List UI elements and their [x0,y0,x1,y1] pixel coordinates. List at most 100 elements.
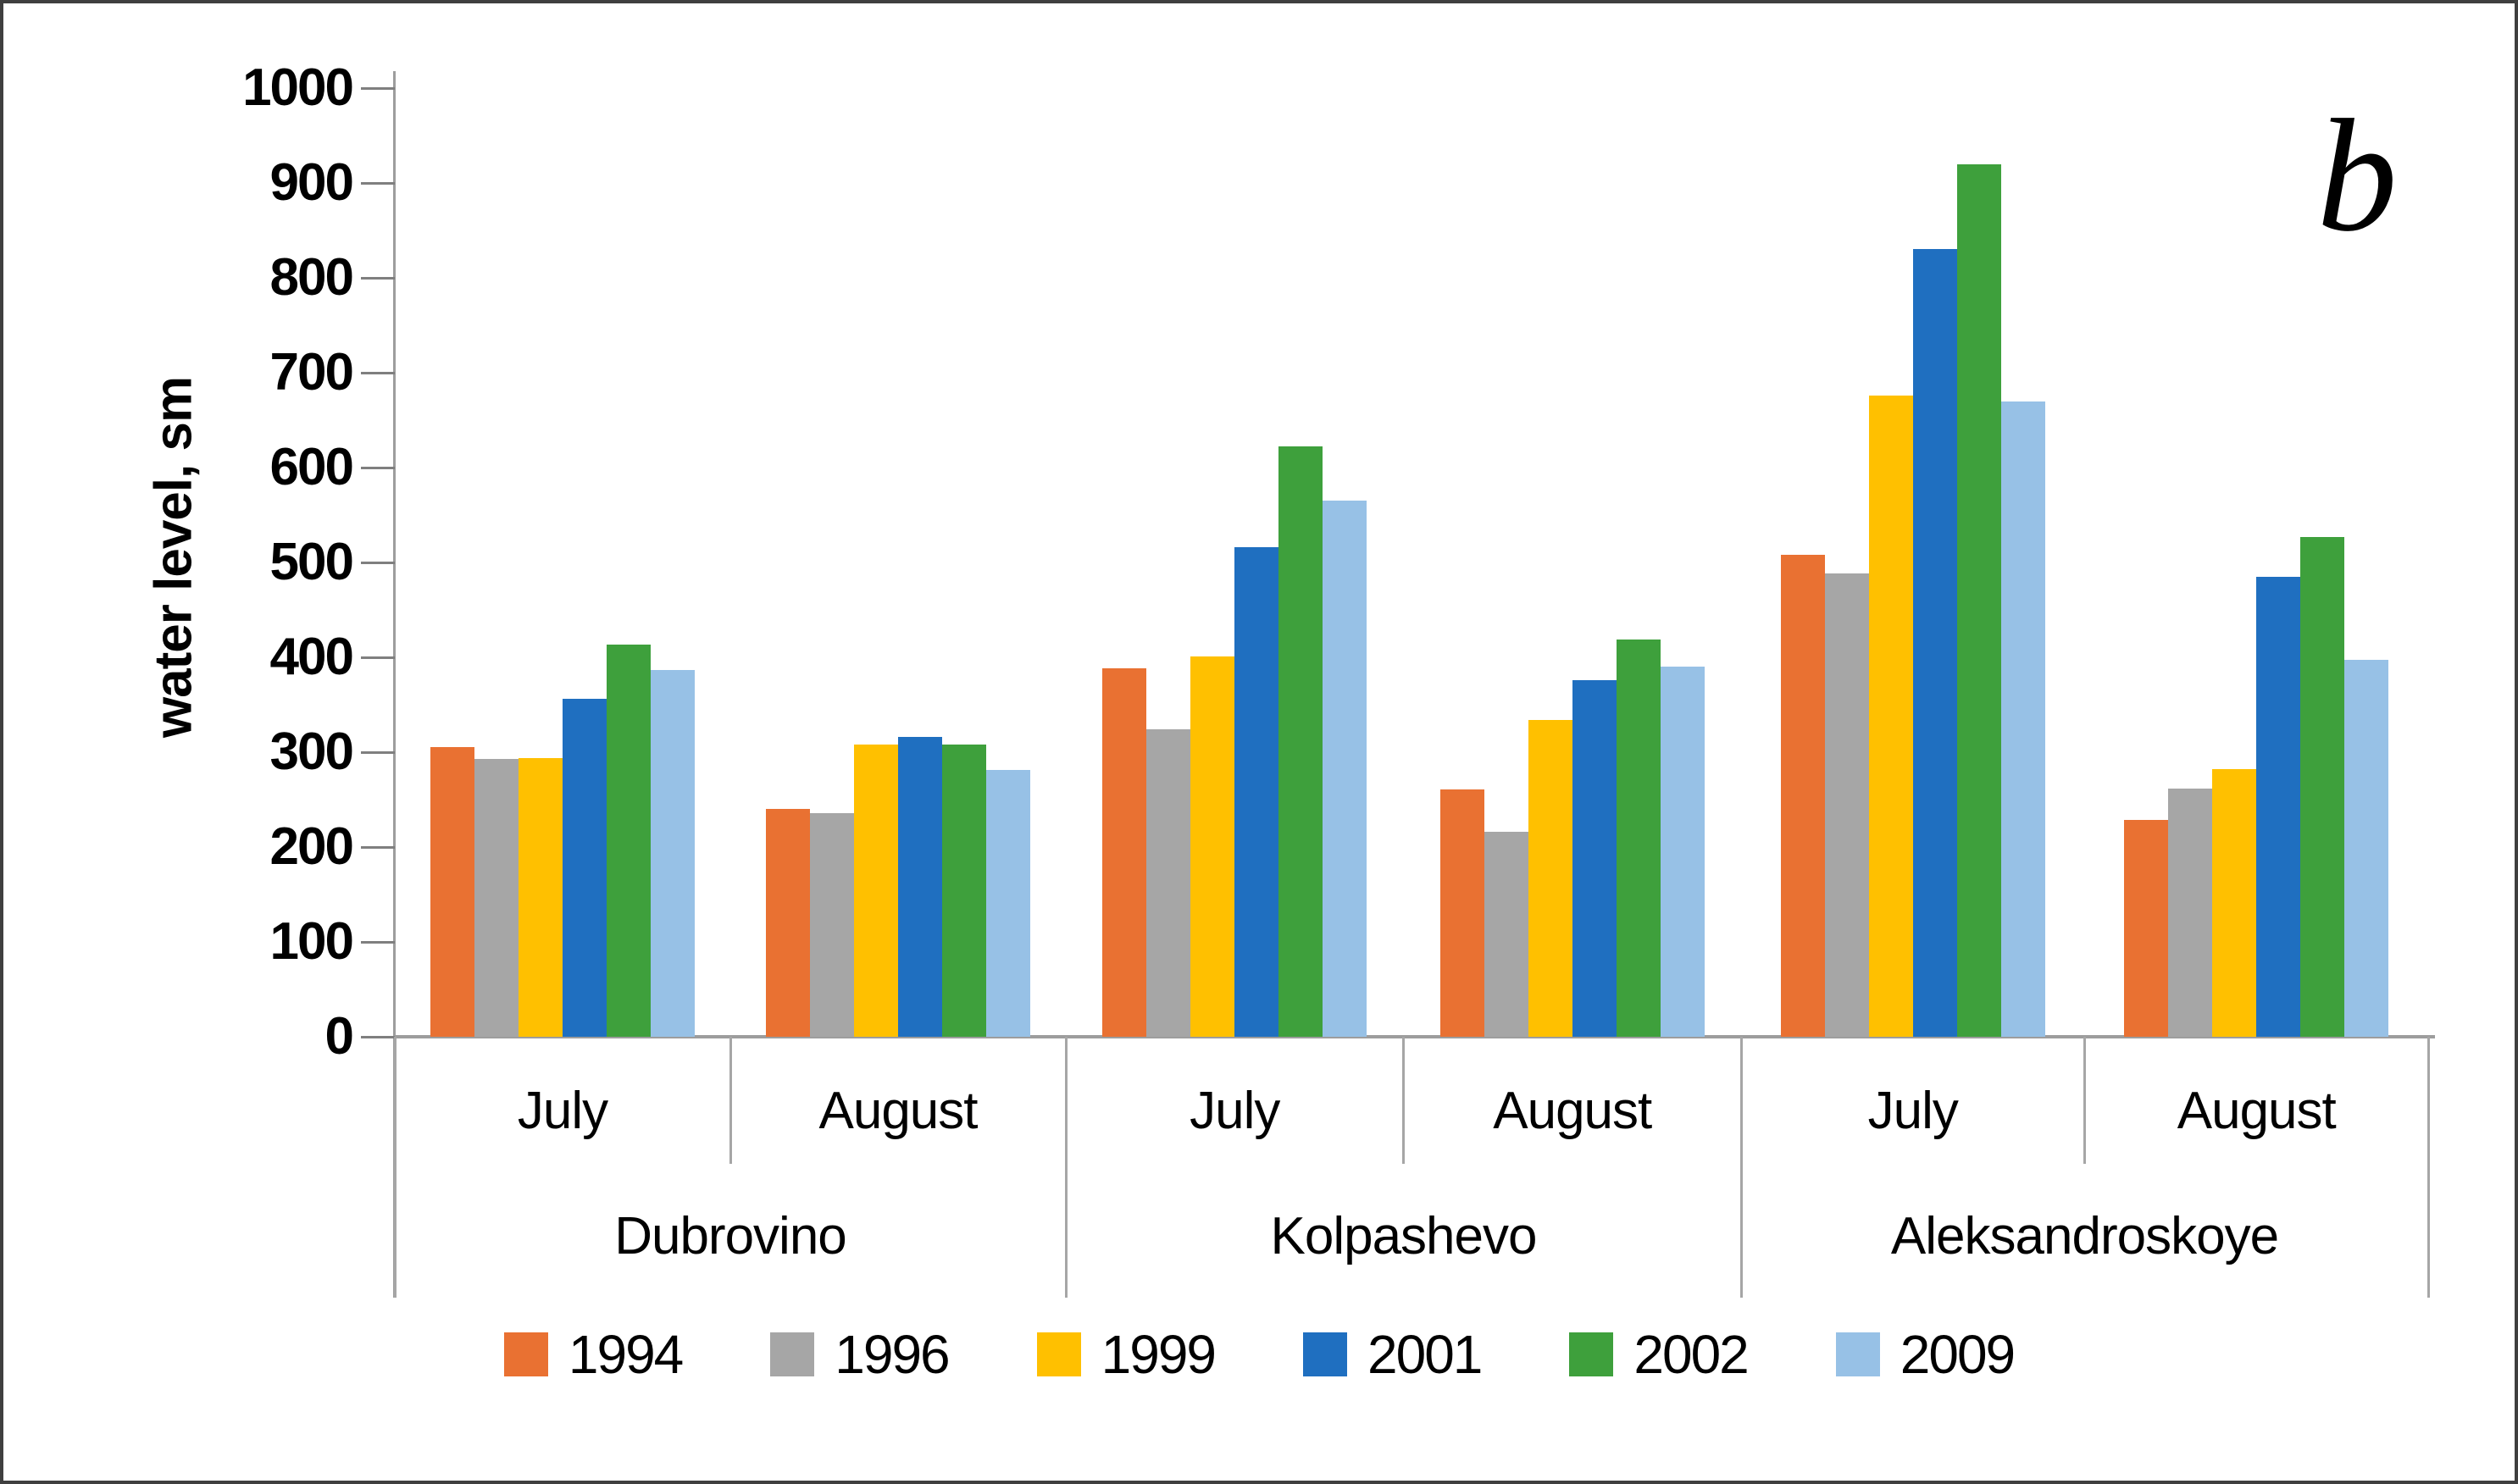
bar-2002-aleksandroskoye-august [2300,537,2345,1037]
station-separator-line [1064,1037,1068,1298]
bar-1999-dubrovino-july [519,758,563,1037]
bar-2009-aleksandroskoye-august [2344,660,2389,1037]
bar-1996-kolpashevo-july [1146,729,1191,1037]
bar-2002-dubrovino-july [607,645,651,1037]
y-axis-tick-label: 400 [269,628,354,686]
month-separator-line [1402,1037,1405,1164]
legend-item-2001: 2001 [1303,1323,1483,1386]
y-axis-tick-label: 100 [269,912,354,971]
y-axis-tick [361,845,395,849]
bar-1994-aleksandroskoye-july [1780,555,1825,1037]
station-separator-line [2426,1037,2430,1298]
bar-1994-kolpashevo-august [1439,789,1484,1037]
legend-swatch-2001 [1303,1332,1347,1376]
y-axis-tick [361,1035,395,1038]
month-separator-line [2083,1037,2086,1164]
legend-label: 1999 [1101,1324,1217,1385]
bar-1994-aleksandroskoye-august [2124,820,2169,1037]
y-axis-tick [361,181,395,185]
figure-panel-label: b [2316,87,2398,265]
y-axis-tick-label: 900 [269,153,354,212]
station-separator-line [393,1037,397,1298]
y-axis-tick [361,466,395,469]
bar-2002-kolpashevo-july [1278,446,1323,1037]
y-axis-tick [361,371,395,374]
y-axis-line [393,71,396,1298]
bar-1999-kolpashevo-august [1528,720,1572,1037]
y-axis-tick-label: 300 [269,723,354,781]
bar-1996-aleksandroskoye-july [1824,573,1869,1037]
x-axis-line [393,1035,2435,1038]
y-axis-tick [361,86,395,90]
y-axis-tick-label: 800 [269,248,354,307]
bar-2001-dubrovino-august [898,737,942,1037]
legend-swatch-1996 [770,1332,815,1376]
y-axis-tick [361,656,395,659]
month-separator-line [729,1037,732,1164]
month-axis-label: August [2177,1082,2337,1140]
bar-1994-dubrovino-july [430,747,474,1037]
bar-2001-aleksandroskoye-august [2256,577,2301,1037]
bar-2002-aleksandroskoye-july [1956,164,2001,1037]
month-axis-label: August [1493,1082,1652,1140]
bar-1996-dubrovino-july [474,759,519,1037]
chart-legend: 1994 1996 1999 2001 2002 2009 [0,1323,2518,1386]
y-axis-tick [361,940,395,944]
bar-group-kolpashevo-july [1066,80,1404,1037]
bar-group-aleksandroskoye-august [2085,80,2429,1037]
bar-2009-dubrovino-august [986,770,1030,1037]
legend-label: 1996 [835,1324,950,1385]
bar-2009-kolpashevo-august [1660,667,1705,1037]
y-axis-tick-label: 600 [269,438,354,496]
bar-2001-kolpashevo-july [1234,547,1279,1037]
bar-2001-kolpashevo-august [1572,680,1617,1037]
legend-label: 2002 [1633,1324,1749,1385]
bar-1996-kolpashevo-august [1484,832,1528,1037]
y-axis-tick-label: 1000 [242,58,354,117]
bar-group-aleksandroskoye-july [1741,80,2085,1037]
bar-1999-dubrovino-august [854,745,898,1037]
station-separator-line [1739,1037,1743,1298]
station-axis-label: Dubrovino [614,1207,847,1265]
bar-1996-aleksandroskoye-august [2168,789,2213,1037]
bar-1999-aleksandroskoye-august [2212,769,2257,1037]
legend-item-1999: 1999 [1036,1323,1217,1386]
y-axis-tick [361,750,395,754]
legend-item-2009: 2009 [1835,1323,2016,1386]
month-axis-label: August [818,1082,978,1140]
bar-2009-dubrovino-july [651,670,695,1037]
bar-group-kolpashevo-august [1404,80,1742,1037]
bar-2002-kolpashevo-august [1616,640,1661,1037]
month-axis-label: July [517,1082,608,1140]
bar-group-dubrovino-august [730,80,1066,1037]
bar-2002-dubrovino-august [942,745,986,1037]
bar-1994-kolpashevo-july [1102,668,1147,1037]
bar-group-dubrovino-july [395,80,730,1037]
legend-item-2002: 2002 [1569,1323,1750,1386]
station-axis-label: Aleksandroskoye [1890,1207,2279,1265]
y-axis-tick [361,561,395,564]
bar-2009-aleksandroskoye-july [2000,401,2045,1037]
station-axis-label: Kolpashevo [1270,1207,1537,1265]
bar-1996-dubrovino-august [810,813,854,1037]
legend-swatch-1994 [503,1332,548,1376]
y-axis-tick-label: 500 [269,533,354,591]
legend-swatch-2002 [1569,1332,1614,1376]
legend-label: 2001 [1367,1324,1483,1385]
bar-2009-kolpashevo-july [1323,501,1367,1037]
bar-1999-aleksandroskoye-july [1868,396,1913,1037]
legend-swatch-1999 [1036,1332,1081,1376]
legend-label: 1994 [568,1324,684,1385]
legend-item-1994: 1994 [503,1323,684,1386]
bar-2001-dubrovino-july [563,699,607,1037]
legend-swatch-2009 [1835,1332,1880,1376]
y-axis-tick-label: 700 [269,343,354,401]
bar-1999-kolpashevo-july [1190,656,1235,1037]
month-axis-label: July [1867,1082,1959,1140]
legend-item-1996: 1996 [770,1323,951,1386]
y-axis-tick-label: 0 [324,1007,354,1066]
month-axis-label: July [1190,1082,1280,1140]
bar-1994-dubrovino-august [766,809,810,1037]
legend-label: 2009 [1900,1324,2016,1385]
bar-2001-aleksandroskoye-july [1912,249,1957,1037]
